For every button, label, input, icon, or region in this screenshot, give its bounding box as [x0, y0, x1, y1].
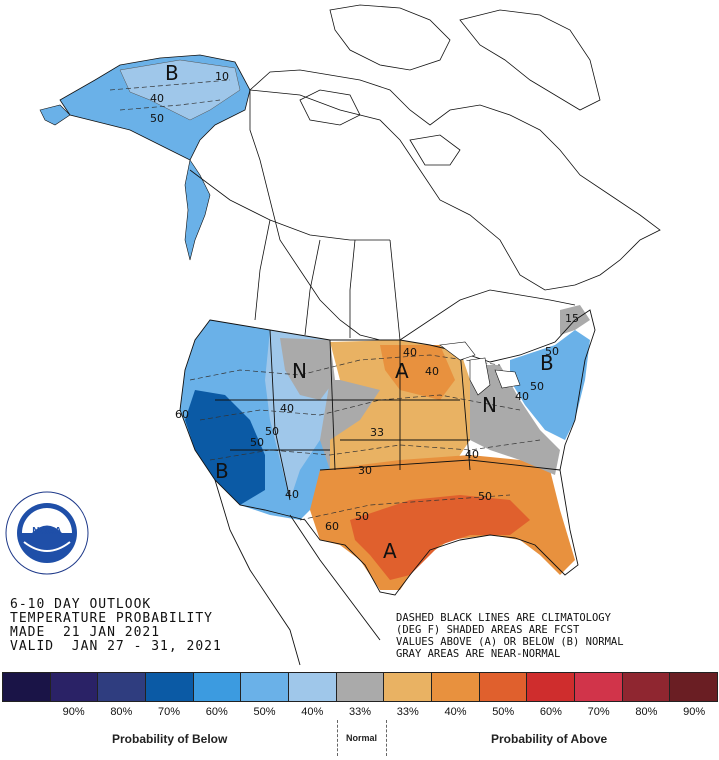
contour-labels: 40 10 50 60 40 50 40 50 33 40 50 50 40 6… — [150, 70, 579, 533]
outlook-line-2: TEMPERATURE PROBABILITY — [10, 611, 214, 626]
tick-label: 50% — [253, 706, 276, 718]
tick-label: 60% — [205, 706, 228, 718]
contour-label: 40 — [280, 402, 294, 415]
colorbar-swatch — [432, 673, 480, 701]
note-line-1: DASHED BLACK LINES ARE CLIMATOLOGY — [396, 612, 611, 624]
colorbar-swatch — [336, 673, 385, 701]
plains-normal-letter: N — [292, 359, 307, 383]
below-category-label: Probability of Below — [112, 732, 228, 746]
above-category-label: Probability of Above — [491, 732, 608, 746]
contour-label: 50 — [250, 436, 264, 449]
tick-label: 33% — [348, 706, 372, 718]
contour-label: 40 — [425, 365, 439, 378]
note-line-2: (DEG F) SHADED AREAS ARE FCST — [396, 624, 580, 636]
outlook-title-block: 6-10 DAY OUTLOOK TEMPERATURE PROBABILITY M… — [10, 598, 222, 654]
region-letters: B B B N N A A — [165, 61, 554, 563]
temperature-outlook-map: B B B N N A A 40 10 50 60 40 50 40 50 33… — [39, 4, 661, 666]
tick-label: 33% — [396, 706, 419, 718]
south-above-letter: A — [383, 539, 397, 563]
tick-label: 40% — [444, 706, 467, 718]
contour-label: 10 — [215, 70, 229, 83]
climatology-lines — [109, 79, 541, 521]
contour-label: 15 — [565, 312, 579, 325]
note-line-3: VALUES ABOVE (A) OR BELOW (B) NORMAL — [396, 636, 624, 648]
contour-label: 60 — [325, 520, 339, 533]
alaska-region — [39, 54, 251, 261]
ohio-normal-letter: N — [482, 393, 497, 417]
tick-label: 80% — [110, 706, 133, 718]
contour-label: 50 — [150, 112, 164, 125]
normal-separator-right — [386, 720, 387, 756]
tick-label: 70% — [158, 706, 181, 718]
contour-label: 50 — [530, 380, 544, 393]
colorbar-swatch — [241, 673, 290, 701]
tick-label: 90% — [62, 706, 85, 718]
colorbar-swatch — [98, 673, 147, 701]
noaa-logo: NOAA — [5, 491, 89, 575]
contour-label: 30 — [358, 464, 372, 477]
tick-label: 40% — [301, 706, 324, 718]
alaska-below-letter: B — [165, 61, 179, 85]
colorbar-swatch — [3, 673, 51, 701]
northeast-below-letter: B — [540, 351, 554, 375]
normal-separator-left — [337, 720, 338, 756]
contour-label: 60 — [175, 408, 189, 421]
west-below-letter: B — [215, 459, 229, 483]
note-line-4: GRAY AREAS ARE NEAR-NORMAL — [396, 648, 561, 660]
contour-label: 50 — [478, 490, 492, 503]
contour-label: 50 — [265, 425, 279, 438]
tick-label: 90% — [683, 706, 706, 718]
probability-colorbar — [2, 672, 718, 702]
colorbar-swatch — [527, 673, 576, 701]
conus-shading — [180, 305, 590, 590]
outlook-line-3: MADE 21 JAN 2021 — [10, 625, 161, 640]
colorbar-swatch — [622, 673, 671, 701]
contour-label: 40 — [515, 390, 529, 403]
colorbar-swatch — [50, 673, 99, 701]
climatology-note: DASHED BLACK LINES ARE CLIMATOLOGY (DEG F… — [396, 612, 624, 660]
great-lakes — [439, 341, 521, 396]
conus-outline — [179, 309, 596, 666]
colorbar-swatch — [479, 673, 528, 701]
central-above-letter: A — [395, 359, 409, 383]
colorbar-ticks: 90% 80% 70% 60% 50% 40% 33% 33% 40% 50% … — [2, 706, 718, 718]
colorbar-swatch — [146, 673, 194, 701]
tick-label: 50% — [492, 706, 515, 718]
tick-label: 60% — [539, 706, 562, 718]
normal-category-label: Normal — [346, 733, 378, 743]
colorbar-swatch — [289, 673, 337, 701]
contour-label: 50 — [355, 510, 369, 523]
contour-label: 50 — [545, 345, 559, 358]
contour-label: 40 — [285, 488, 299, 501]
canada-outline — [189, 4, 661, 341]
contour-label: 40 — [150, 92, 164, 105]
tick-label: 80% — [635, 706, 658, 718]
colorbar-swatch — [670, 673, 718, 701]
contour-label: 40 — [403, 346, 417, 359]
contour-label: 33 — [370, 426, 384, 439]
outlook-line-4: VALID JAN 27 - 31, 2021 — [10, 639, 222, 654]
tick-label: 70% — [587, 706, 610, 718]
colorbar-swatch — [575, 673, 623, 701]
contour-label: 40 — [465, 448, 479, 461]
outlook-line-1: 6-10 DAY OUTLOOK — [10, 597, 152, 612]
colorbar-swatch — [193, 673, 242, 701]
svg-text:NOAA: NOAA — [32, 526, 61, 537]
colorbar-swatch — [384, 673, 433, 701]
